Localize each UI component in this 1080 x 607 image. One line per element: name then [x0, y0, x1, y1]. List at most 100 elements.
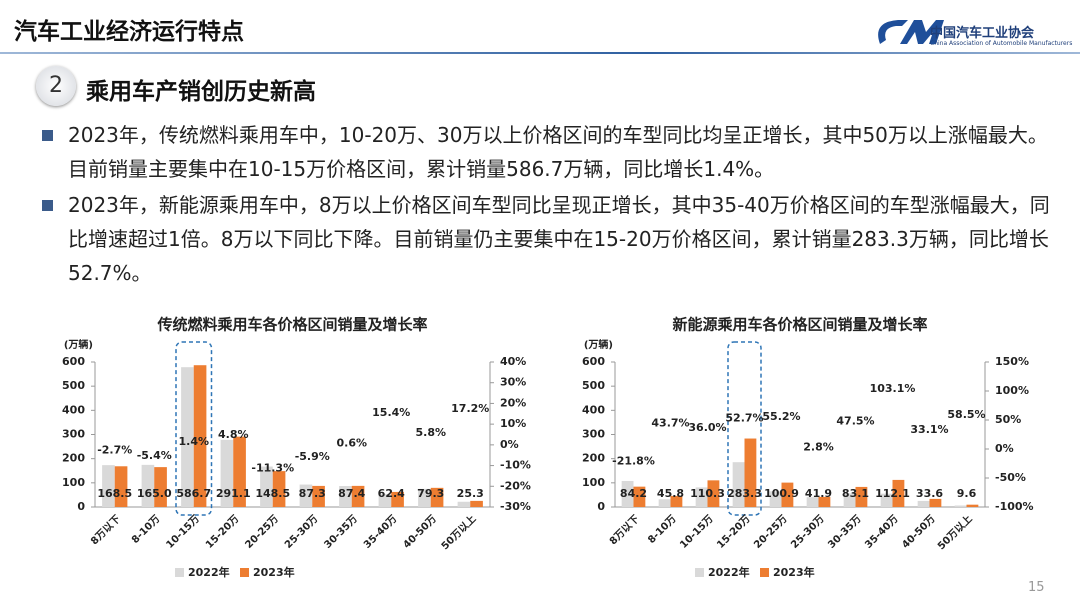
bar — [954, 505, 967, 507]
x-tick-label: 40-50万 — [401, 513, 439, 551]
bar — [658, 499, 671, 507]
y2-tick-label: 100% — [995, 384, 1029, 397]
value-label: 87.3 — [299, 487, 326, 500]
y2-tick-label: 30% — [500, 376, 526, 389]
growth-label: -11.3% — [251, 461, 294, 474]
legend-label: 2023年 — [253, 565, 295, 579]
bar — [892, 479, 905, 507]
x-tick-label: 8万以下 — [607, 513, 642, 548]
y-tick-label: 0 — [77, 500, 85, 513]
x-tick-label: 50万以上 — [934, 512, 974, 552]
legend-label: 2022年 — [708, 565, 750, 579]
x-tick-label: 20-25万 — [243, 513, 281, 551]
x-tick-label: 25-30万 — [282, 513, 320, 551]
growth-label: 2.8% — [803, 440, 834, 453]
value-label: 112.1 — [875, 487, 910, 500]
legend-swatch — [240, 568, 249, 577]
x-tick-label: 15-20万 — [203, 513, 241, 551]
growth-label: -5.4% — [137, 449, 172, 462]
y2-tick-label: 150% — [995, 355, 1029, 368]
y2-tick-label: -30% — [500, 500, 531, 513]
x-tick-label: 20-25万 — [752, 513, 790, 551]
bar — [299, 484, 313, 507]
bar — [102, 465, 115, 507]
value-label: 41.9 — [805, 487, 832, 500]
growth-label: 5.8% — [415, 426, 446, 439]
bar — [312, 485, 325, 507]
value-label: 291.1 — [216, 487, 251, 500]
chart-title: 传统燃料乘用车各价格区间销量及增长率 — [156, 316, 427, 334]
bar — [181, 367, 194, 507]
y2-tick-label: -20% — [500, 479, 531, 492]
growth-label: 47.5% — [836, 414, 874, 427]
x-tick-label: 30-35万 — [322, 513, 360, 551]
y-tick-label: 600 — [62, 355, 85, 368]
bar — [855, 486, 868, 507]
value-label: 148.5 — [255, 487, 290, 500]
growth-label: 58.5% — [947, 408, 985, 421]
growth-label: -21.8% — [612, 455, 655, 468]
y-tick-label: 500 — [582, 379, 605, 392]
bar — [818, 496, 831, 507]
growth-label: 4.8% — [218, 428, 249, 441]
y2-tick-label: 10% — [500, 417, 526, 430]
bar — [193, 365, 207, 507]
bar — [670, 495, 683, 507]
x-tick-label: 10-15万 — [164, 513, 202, 551]
page-number: 15 — [1028, 580, 1045, 595]
value-label: 83.1 — [842, 487, 869, 500]
value-label: 84.2 — [620, 487, 647, 500]
header-rule — [0, 52, 1080, 54]
y-tick-label: 400 — [62, 403, 85, 416]
value-label: 168.5 — [97, 487, 132, 500]
y2-tick-label: 40% — [500, 355, 526, 368]
growth-label: 43.7% — [651, 417, 689, 430]
y2-tick-label: 50% — [995, 413, 1021, 426]
x-tick-label: 8-10万 — [645, 513, 678, 546]
legend-label: 2022年 — [188, 565, 230, 579]
x-tick-label: 8-10万 — [129, 513, 162, 546]
value-label: 79.3 — [417, 487, 444, 500]
x-tick-label: 35-40万 — [361, 513, 399, 551]
x-tick-label: 50万以上 — [438, 512, 478, 552]
y-tick-label: 600 — [582, 355, 605, 368]
bar — [457, 501, 471, 507]
bar — [917, 500, 930, 507]
y-tick-label: 100 — [582, 476, 605, 489]
bar — [769, 491, 782, 507]
bullet-list: 2023年，传统燃料乘用车中，10-20万、30万以上价格区间的车型同比均呈正增… — [40, 118, 1050, 292]
bar — [621, 480, 634, 507]
y2-tick-label: 0% — [500, 438, 519, 451]
bullet: 2023年，新能源乘用车中，8万以上价格区间车型同比呈现正增长，其中35-40万… — [40, 188, 1050, 290]
bar — [929, 498, 942, 507]
value-label: 283.3 — [727, 487, 762, 500]
bar — [418, 488, 431, 507]
growth-label: 0.6% — [336, 437, 367, 450]
value-label: 45.8 — [657, 487, 684, 500]
value-label: 110.3 — [690, 487, 725, 500]
x-tick-label: 10-15万 — [678, 513, 716, 551]
bar — [966, 504, 979, 507]
growth-label: 36.0% — [688, 421, 726, 434]
legend-swatch — [760, 568, 769, 577]
bar — [391, 491, 404, 507]
value-label: 87.4 — [338, 487, 365, 500]
y2-tick-label: -50% — [995, 471, 1026, 484]
x-tick-label: 35-40万 — [863, 513, 901, 551]
bar — [732, 462, 745, 507]
growth-label: -2.7% — [97, 443, 132, 456]
x-tick-label: 30-35万 — [826, 513, 864, 551]
y-tick-label: 300 — [62, 428, 85, 441]
x-tick-label: 15-20万 — [715, 513, 753, 551]
bar — [233, 436, 246, 507]
y-tick-label: 100 — [62, 476, 85, 489]
org-name: 中国汽车工业协会 — [930, 26, 1035, 41]
bar — [806, 497, 819, 507]
legend-swatch — [695, 568, 704, 577]
growth-label: 17.2% — [451, 402, 489, 415]
y-tick-label: 400 — [582, 403, 605, 416]
legend-swatch — [175, 568, 184, 577]
growth-label: 55.2% — [762, 410, 800, 423]
bar — [378, 493, 392, 507]
